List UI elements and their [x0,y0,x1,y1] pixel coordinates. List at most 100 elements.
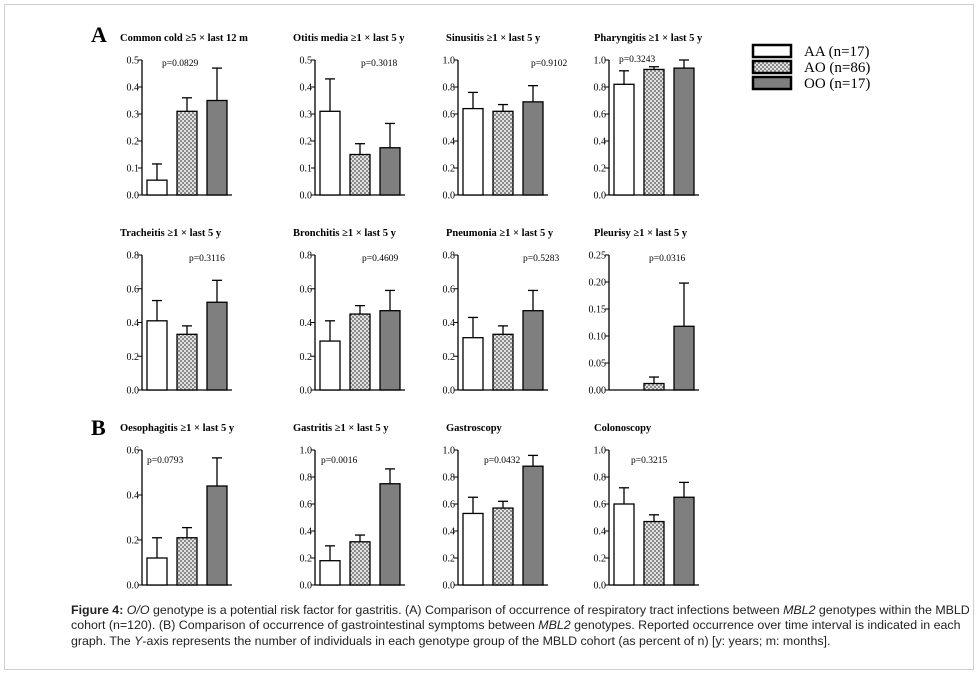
caption-axis: Y [134,633,143,648]
y-tick-label: 0.0 [443,386,456,397]
y-tick-label: 0.4 [443,137,456,148]
y-tick-label: 0.4 [594,137,607,148]
y-tick-label: 0.3 [300,110,313,121]
y-tick-label: 0.6 [594,110,607,121]
bar-ao [349,153,371,196]
legend-swatch-aa [751,43,793,59]
y-tick-label: 0.4 [127,491,140,502]
figure-caption: Figure 4: O/O genotype is a potential ri… [71,603,971,649]
bar-aa [319,110,341,196]
y-tick-label: 0.4 [300,527,313,538]
chart-1: Common cold ≥5 × last 12 m 0.0 0.1 0.2 0.3 0.… [120,33,248,202]
y-tick-label: 1.0 [594,446,607,457]
bar-aa [462,512,484,586]
p-value-label: p=0.9102 [531,59,567,69]
bar-oo [522,310,544,391]
y-tick-label: 0.2 [300,554,313,565]
y-tick-label: 0.4 [300,83,313,94]
chart-7: Pneumonia ≥1 × last 5 y 0.0 0.2 0.4 0.6 0.8 p=… [443,228,560,397]
y-tick-label: 0.6 [443,284,456,295]
chart-title: Bronchitis ≥1 × last 5 y [293,228,397,239]
chart-title: Sinusitis ≥1 × last 5 y [446,33,541,44]
bar-oo [522,101,544,196]
y-tick-label: 0.8 [594,83,607,94]
y-tick-label: 1.0 [594,56,607,67]
chart-8: Pleurisy ≥1 × last 5 y 0.00 0.05 0.10 0.15 0.… [589,228,699,397]
bar-oo [379,147,401,196]
panel-letter-b: B [91,415,106,440]
y-tick-label: 0.8 [443,251,456,262]
chart-title: Colonoscopy [594,423,652,434]
bar-ao [176,110,198,196]
bar-ao [349,541,371,586]
bar-aa [146,320,168,391]
p-value-label: p=0.0829 [162,59,198,69]
bar-ao [492,507,514,586]
y-tick-label: 1.0 [300,446,313,457]
y-tick-label: 0.2 [443,164,456,175]
caption-gene-2: MBL2 [538,618,571,633]
bar-ao [492,110,514,196]
bar-aa [462,107,484,196]
y-tick-label: 0.5 [300,56,313,67]
y-tick-label: 0.6 [443,500,456,511]
figure-canvas: A B AA (n=17) AO (n=86) OO (n=17) Common… [91,22,870,592]
chart-title: Gastroscopy [446,423,503,434]
bar-oo [206,485,228,586]
bar-ao [349,313,371,391]
bar-aa [146,557,168,586]
y-tick-label: 0.6 [300,284,313,295]
p-value-label: p=0.0432 [484,456,520,466]
legend-swatch-oo [751,75,793,91]
y-tick-label: 0.4 [594,527,607,538]
bar-ao [643,382,665,391]
chart-title: Gastritis ≥1 × last 5 y [293,423,389,434]
bar-ao [176,537,198,586]
y-tick-label: 0.2 [594,554,607,565]
chart-3: Sinusitis ≥1 × last 5 y 0.0 0.2 0.4 0.6 0.8 1.… [443,33,568,202]
chart-title: Tracheitis ≥1 × last 5 y [120,228,222,239]
chart-4: Pharyngitis ≥1 × last 5 y 0.0 0.2 0.4 0.6 0.8… [594,33,704,202]
y-tick-label: 0.5 [127,56,140,67]
bar-oo [206,301,228,391]
p-value-label: p=0.0016 [321,456,357,466]
bar-oo [673,496,695,586]
charts-layer: Common cold ≥5 × last 12 m 0.0 0.1 0.2 0.3 0.… [120,33,703,592]
chart-title: Pleurisy ≥1 × last 5 y [594,228,688,239]
bar-oo [379,483,401,586]
caption-text-2: genotypes within the MBLD cohort (n=120)… [71,603,970,633]
y-tick-label: 0.15 [589,305,607,316]
chart-title: Pneumonia ≥1 × last 5 y [446,228,554,239]
y-tick-label: 0.0 [443,191,456,202]
y-tick-label: 0.0 [443,581,456,592]
y-tick-label: 0.8 [594,473,607,484]
y-tick-label: 0.6 [443,110,456,121]
chart-2: Otitis media ≥1 × last 5 y 0.0 0.1 0.2 0.3 0.… [293,33,405,202]
bar-aa [613,83,635,196]
p-value-label: p=0.0316 [649,254,685,264]
chart-9: Oesophagitis ≥1 × last 5 y 0.0 0.2 0.4 0.6 p=… [120,423,235,592]
p-value-label: p=0.3215 [631,456,667,466]
y-tick-label: 0.20 [589,278,607,289]
y-tick-label: 0.2 [443,352,456,363]
y-tick-label: 0.0 [127,191,140,202]
y-tick-label: 1.0 [443,56,456,67]
y-tick-label: 0.05 [589,359,607,370]
chart-6: Bronchitis ≥1 × last 5 y 0.0 0.2 0.4 0.6 0.8 p… [293,228,405,397]
panel-letter-a: A [91,22,107,47]
bar-ao [643,520,665,586]
p-value-label: p=0.4609 [362,254,398,264]
caption-text-3: genotypes. Reported occurrence over time… [71,618,961,648]
y-tick-label: 0.4 [443,318,456,329]
y-tick-label: 0.0 [127,386,140,397]
y-tick-label: 0.0 [594,191,607,202]
y-tick-label: 0.8 [443,473,456,484]
y-tick-label: 0.0 [127,581,140,592]
y-tick-label: 0.8 [127,251,140,262]
y-tick-label: 0.8 [443,83,456,94]
caption-gene-1: MBL2 [783,603,816,617]
bar-aa [319,560,341,586]
y-tick-label: 0.2 [127,137,140,148]
chart-12: Colonoscopy 0.0 0.2 0.4 0.6 0.8 1.0 p=0.3215 [594,423,699,592]
p-value-label: p=0.3018 [361,59,397,69]
